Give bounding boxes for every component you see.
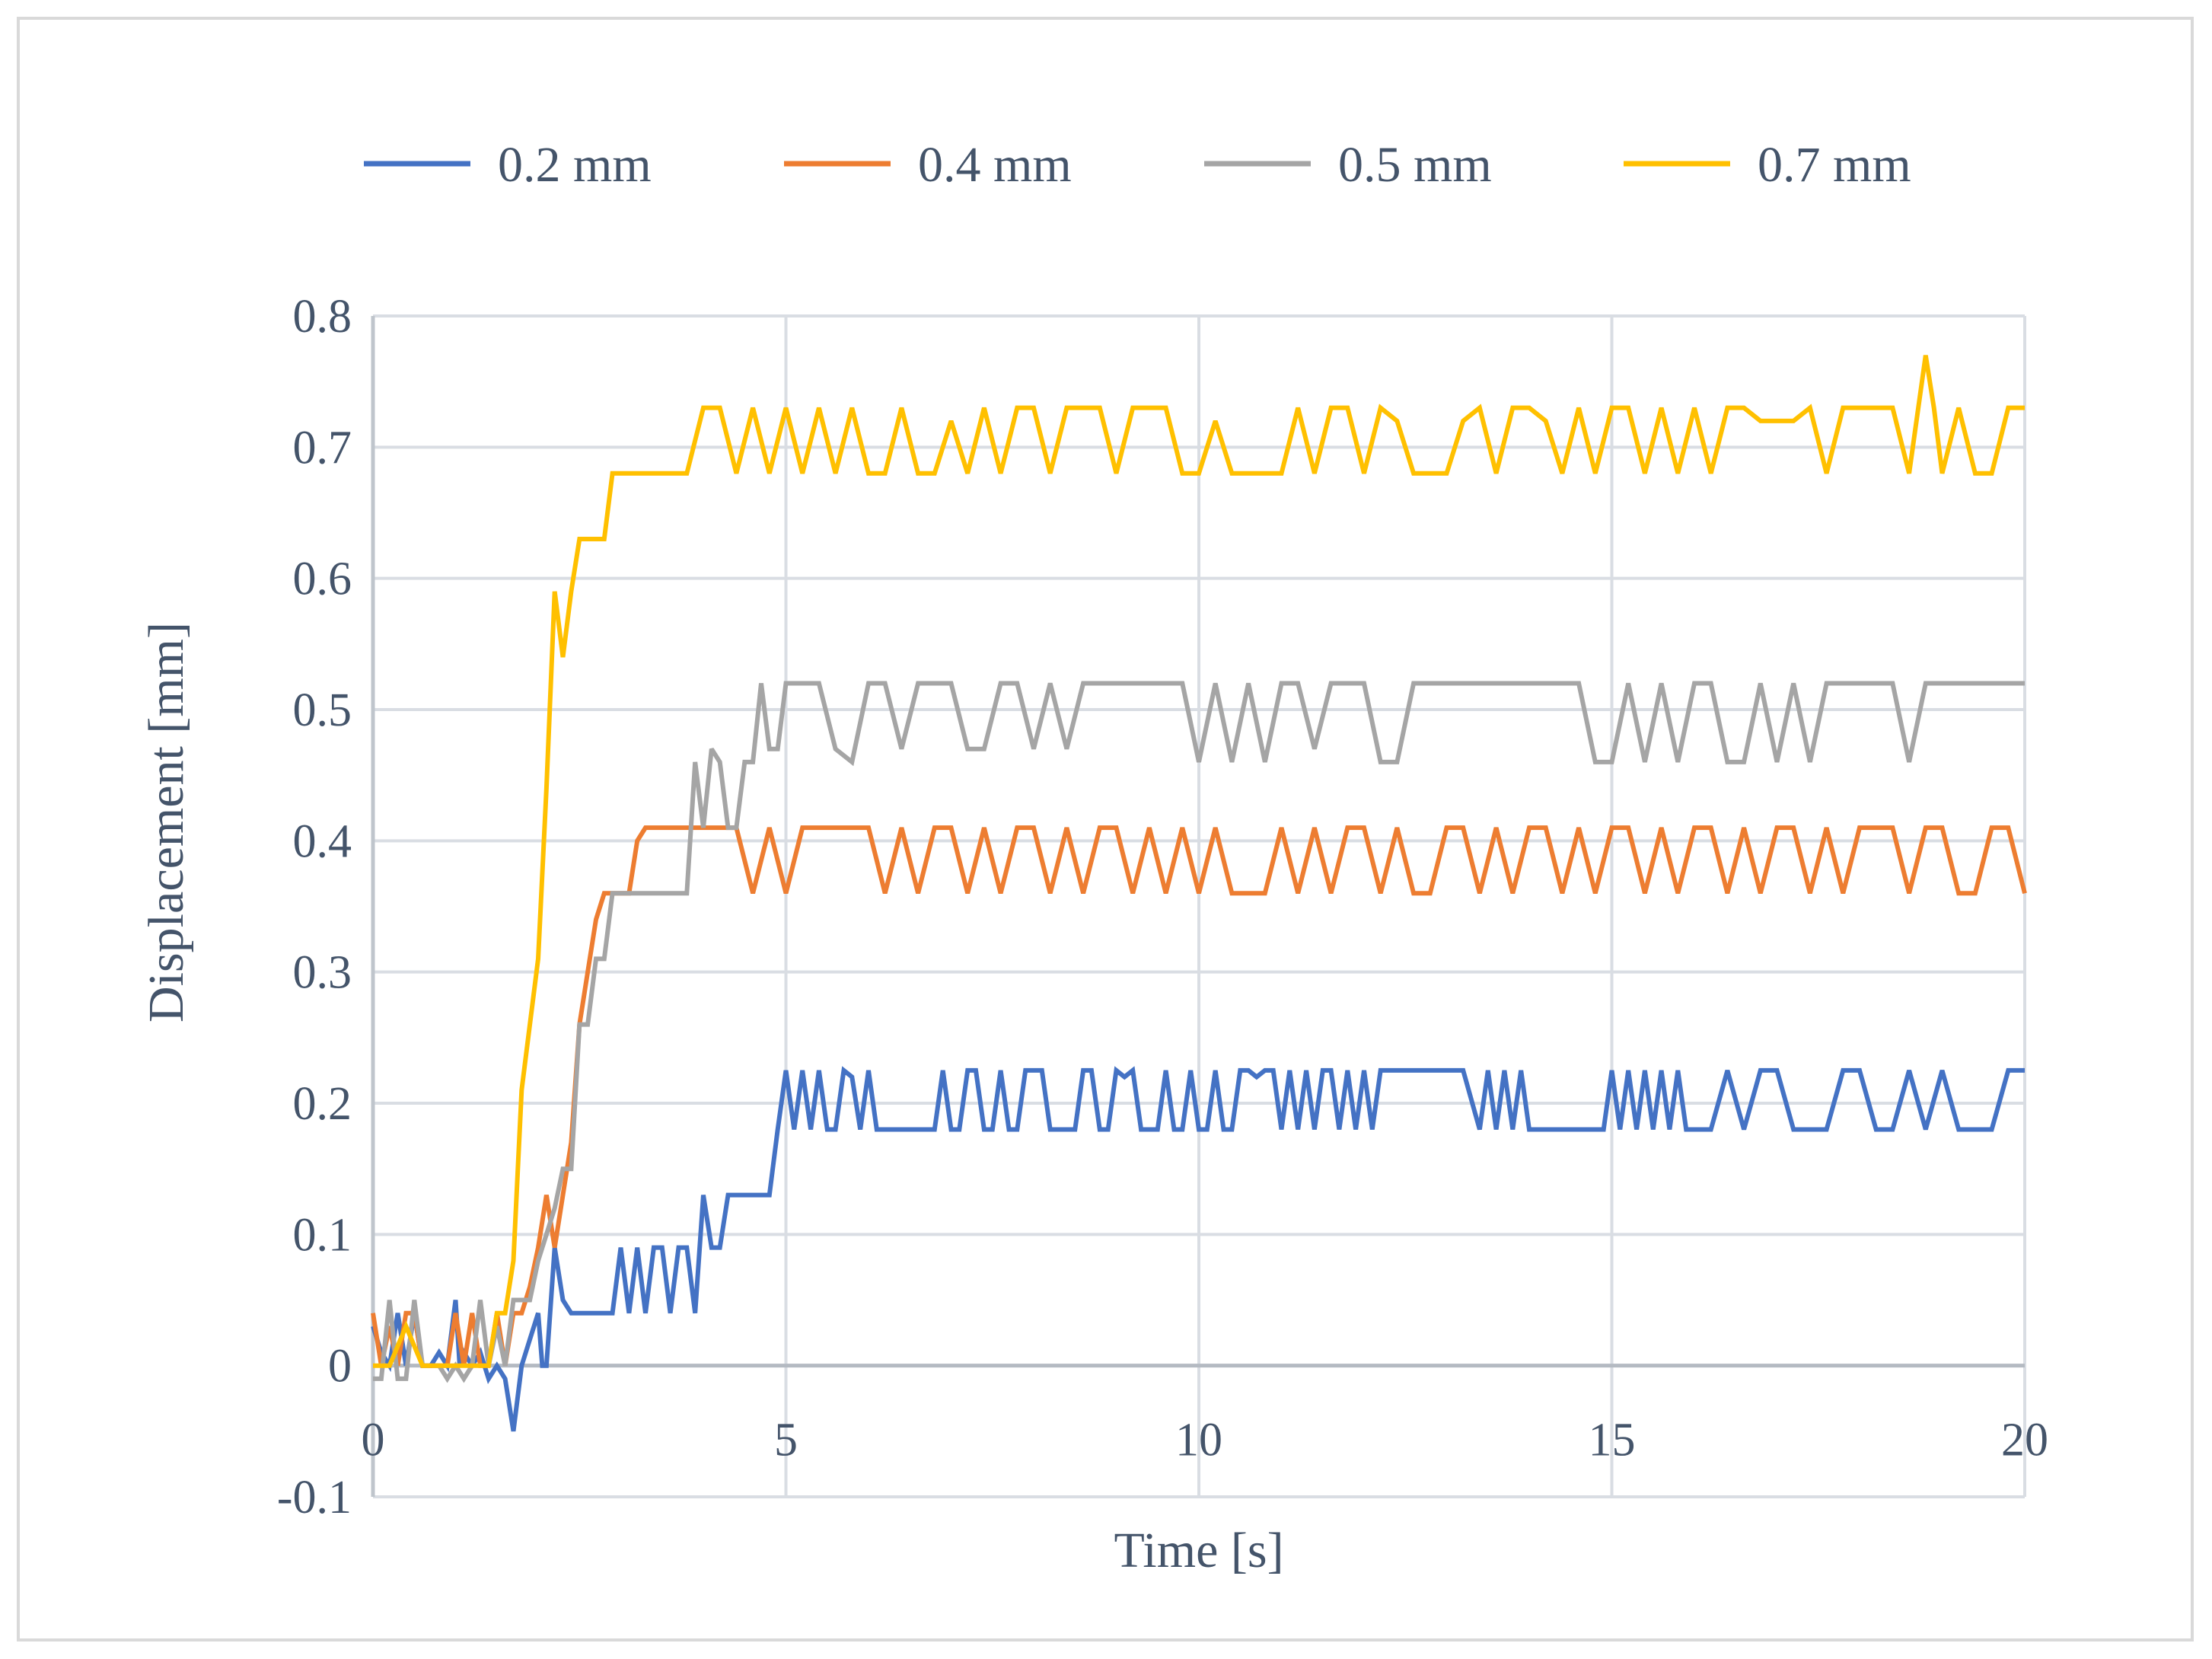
axes — [371, 316, 2025, 1497]
y-tick-label: -0.1 — [277, 1472, 352, 1523]
y-tick-label: 0.1 — [293, 1209, 352, 1261]
legend-item-0: 0.2 mm — [364, 137, 652, 193]
legend: 0.2 mm 0.4 mm 0.5 mm 0.7 mm — [364, 137, 1911, 193]
legend-label: 0.4 mm — [918, 137, 1072, 193]
legend-item-1: 0.4 mm — [784, 137, 1072, 193]
y-tick-label: 0.8 — [293, 291, 352, 343]
tick-labels: -0.100.10.20.30.40.50.60.70.80 5 10 15 20 — [277, 291, 2048, 1523]
series-layer — [371, 355, 2027, 1432]
gridlines — [373, 314, 2026, 1498]
y-tick-label: 0.2 — [293, 1078, 352, 1130]
legend-item-2: 0.5 mm — [1204, 137, 1492, 193]
legend-label: 0.2 mm — [498, 137, 652, 193]
series-line-0 — [371, 1066, 2025, 1432]
x-tick-label: 15 — [1589, 1415, 1636, 1466]
y-axis-title: Displacement [mm] — [139, 622, 194, 1023]
x-tick-label: 5 — [774, 1415, 798, 1466]
chart-frame — [17, 17, 2194, 1641]
y-tick-label: 0.3 — [293, 947, 352, 999]
series-line-2 — [373, 681, 2025, 1383]
x-axis-title: Time [s] — [1114, 1523, 1283, 1578]
legend-item-3: 0.7 mm — [1624, 137, 1911, 193]
legend-label: 0.7 mm — [1758, 137, 1911, 193]
y-tick-label: 0.4 — [293, 815, 352, 867]
y-tick-label: 0.5 — [293, 684, 352, 736]
series-line-3 — [373, 355, 2025, 1368]
y-tick-label: 0.6 — [293, 554, 352, 605]
y-tick-label: 0.7 — [293, 422, 352, 474]
x-tick-label: 10 — [1175, 1415, 1222, 1466]
series-line-1 — [371, 825, 2027, 1368]
x-tick-label: 0 — [362, 1415, 385, 1466]
legend-label: 0.5 mm — [1338, 137, 1492, 193]
y-tick-label: 0 — [328, 1341, 352, 1393]
x-tick-label: 20 — [2001, 1415, 2048, 1466]
